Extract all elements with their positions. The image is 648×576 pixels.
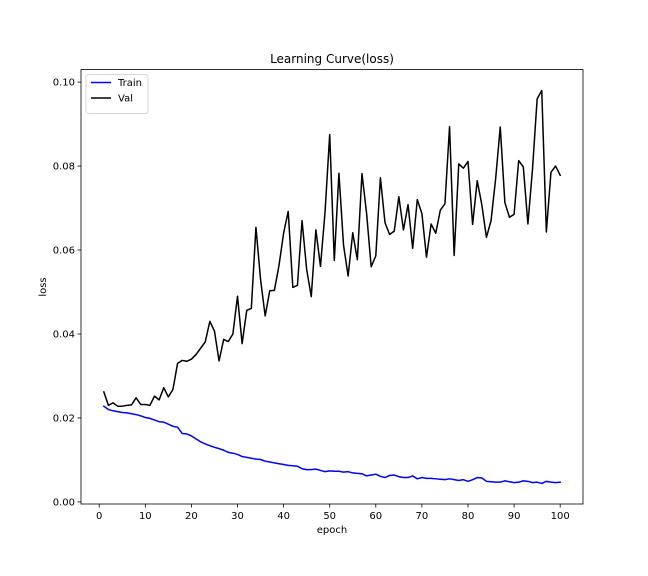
series-layer: [102, 89, 562, 485]
x-axis-label: epoch: [317, 525, 347, 536]
legend: Train Val: [85, 74, 149, 114]
y-tick-label: 0.08: [53, 162, 75, 173]
y-tick-label: 0.10: [53, 78, 75, 89]
y-axis-label: loss: [38, 277, 49, 296]
x-tick-label: 90: [508, 511, 521, 522]
x-tick-label: 10: [139, 511, 152, 522]
legend-box: [85, 74, 149, 114]
x-tick-label: 70: [416, 511, 429, 522]
chart-title: Learning Curve(loss): [270, 52, 394, 66]
y-tick-label: 0.06: [53, 246, 75, 257]
x-tick-label: 30: [231, 511, 244, 522]
y-tick-label: 0.00: [53, 497, 75, 508]
series-line-train: [102, 405, 561, 485]
ticks-layer: 0 10 20 30 40 50 60 70 80 90 100 0.00 0.02 0.04 0.06 0.…: [53, 78, 570, 522]
x-tick-label: 100: [551, 511, 570, 522]
legend-label-train: Train: [117, 78, 142, 89]
legend-label-val: Val: [118, 94, 133, 105]
series-line-val: [102, 89, 562, 407]
y-tick-label: 0.04: [53, 329, 75, 340]
y-tick-label: 0.02: [53, 413, 75, 424]
x-tick-label: 50: [323, 511, 336, 522]
x-tick-label: 20: [185, 511, 198, 522]
x-tick-label: 40: [277, 511, 290, 522]
x-tick-label: 80: [462, 511, 475, 522]
x-tick-label: 60: [369, 511, 382, 522]
x-tick-label: 0: [96, 511, 102, 522]
plot-frame: [80, 69, 584, 505]
